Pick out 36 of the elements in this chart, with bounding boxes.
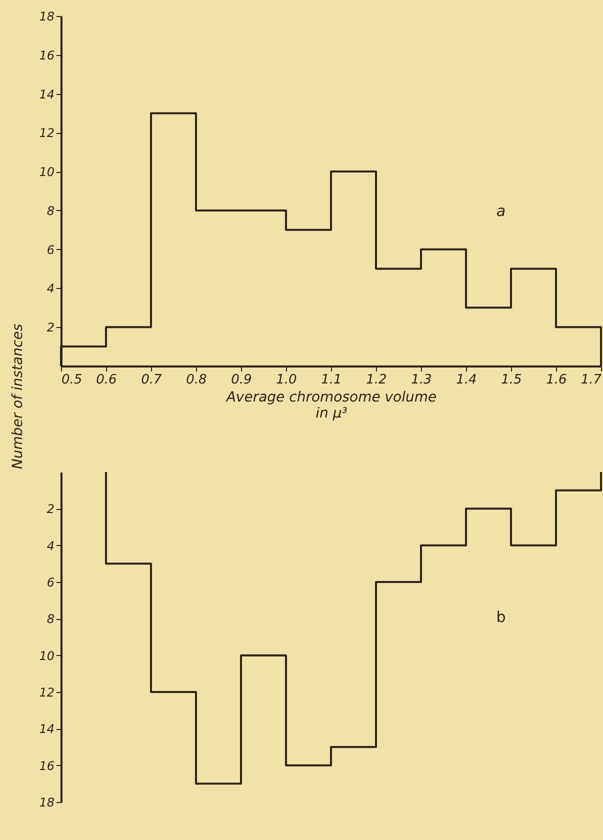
y-axis-title: Number of instances bbox=[10, 324, 26, 470]
y-tick-label: 12 bbox=[39, 126, 54, 140]
y-tick-label: 8 bbox=[46, 612, 55, 626]
y-tick-label: 6 bbox=[46, 576, 55, 590]
x-tick-label: 1.1 bbox=[321, 372, 342, 388]
y-tick-label: 18 bbox=[39, 10, 55, 24]
y-tick-label: 4 bbox=[46, 282, 54, 296]
text: in μ³ bbox=[316, 406, 348, 422]
annotation: b bbox=[496, 608, 506, 626]
y-tick-label: 4 bbox=[46, 538, 54, 553]
y-tick-label: 8 bbox=[46, 204, 55, 218]
x-tick-label: 0.7 bbox=[141, 372, 163, 388]
text: Average chromosome volume bbox=[226, 390, 437, 406]
x-tick-label: 1.0 bbox=[276, 372, 297, 388]
y-tick-label: 6 bbox=[46, 242, 55, 257]
x-tick-label: 0.5 bbox=[62, 372, 82, 388]
x-tick-label: 1.3 bbox=[411, 372, 432, 388]
x-tick-label: 1.2 bbox=[366, 372, 387, 388]
y-tick-label: 2 bbox=[46, 320, 54, 335]
y-tick-label: 10 bbox=[39, 648, 55, 663]
y-tick-label: 10 bbox=[39, 165, 55, 180]
y-tick-label: 14 bbox=[39, 87, 54, 102]
x-tick-label: 1.6 bbox=[546, 372, 567, 388]
y-tick-label: 14 bbox=[39, 722, 54, 736]
x-tick-label: 0.6 bbox=[96, 372, 117, 388]
x-tick-label: 1.4 bbox=[456, 372, 477, 388]
y-tick-label: 2 bbox=[46, 502, 54, 516]
y-tick-label: 16 bbox=[39, 48, 55, 62]
y-tick-label: 12 bbox=[39, 686, 54, 700]
annotation: a bbox=[496, 202, 506, 220]
x-tick-label: 1.7 bbox=[580, 372, 602, 388]
y-tick-label: 16 bbox=[39, 758, 55, 773]
x-tick-label: 0.8 bbox=[186, 372, 207, 388]
x-tick-label: 1.5 bbox=[501, 372, 522, 388]
y-tick-label: 18 bbox=[39, 796, 55, 810]
x-tick-label: 0.9 bbox=[231, 372, 252, 388]
